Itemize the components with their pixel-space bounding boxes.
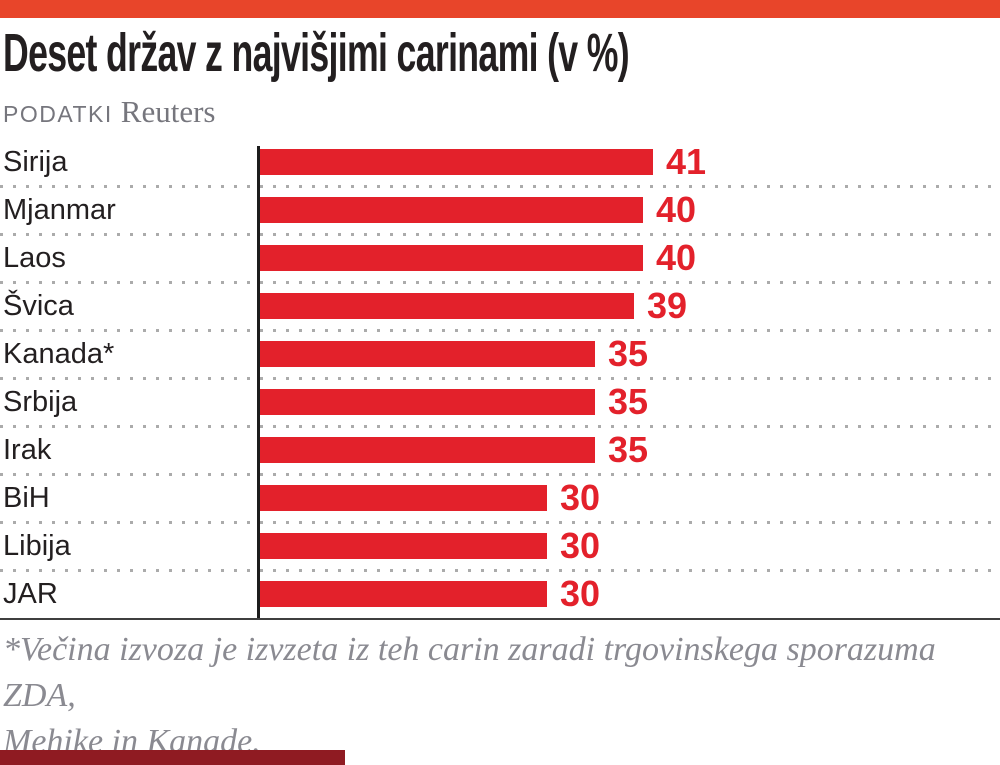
bar: [260, 197, 643, 223]
chart-row: Srbija 35: [0, 378, 1000, 428]
top-accent-bar: [0, 0, 1000, 18]
value-label: 39: [647, 285, 688, 326]
chart-row: JAR 30: [0, 570, 1000, 618]
value-label: 30: [560, 573, 601, 614]
source-name: Reuters: [120, 94, 216, 129]
chart-row: BiH 30: [0, 474, 1000, 524]
bar: [260, 485, 547, 511]
chart-rows: Sirija 41 Mjanmar 40 Laos 40 Švica 39 Kanada* 35 S…: [0, 138, 1000, 618]
bar: [260, 581, 547, 607]
value-label: 41: [666, 141, 707, 182]
value-label: 35: [608, 381, 649, 422]
zero-axis-line: [257, 146, 260, 618]
category-label: Laos: [3, 241, 66, 274]
category-label: Kanada*: [3, 337, 115, 370]
chart-row: Libija 30: [0, 522, 1000, 572]
category-label: Švica: [3, 289, 74, 322]
chart-row: Kanada* 35: [0, 330, 1000, 380]
category-label: Irak: [3, 433, 52, 466]
bar: [260, 341, 595, 367]
source-line: PODATKI Reuters: [3, 94, 215, 130]
category-label: Sirija: [3, 145, 68, 178]
category-label: Mjanmar: [3, 193, 116, 226]
chart-row: Laos 40: [0, 234, 1000, 284]
footnote: *Večina izvoza je izvzeta iz teh carin z…: [3, 627, 997, 765]
value-label: 40: [656, 237, 697, 278]
chart-row: Sirija 41: [0, 138, 1000, 188]
category-label: Libija: [3, 529, 71, 562]
category-label: JAR: [3, 577, 58, 610]
source-label: PODATKI: [3, 101, 113, 127]
bar: [260, 245, 643, 271]
category-label: BiH: [3, 481, 50, 514]
value-label: 30: [560, 477, 601, 518]
bar: [260, 293, 634, 319]
category-label: Srbija: [3, 385, 78, 418]
value-label: 40: [656, 189, 697, 230]
chart-title: Deset držav z najvišjimi carinami (v %): [3, 23, 630, 83]
bar: [260, 533, 547, 559]
bar-chart: Sirija 41 Mjanmar 40 Laos 40 Švica 39 Kanada* 35 S…: [0, 138, 1000, 620]
value-label: 35: [608, 333, 649, 374]
chart-row: Mjanmar 40: [0, 186, 1000, 236]
footnote-line-1: *Večina izvoza je izvzeta iz teh carin z…: [3, 631, 936, 714]
value-label: 35: [608, 429, 649, 470]
bar: [260, 437, 595, 463]
chart-row: Irak 35: [0, 426, 1000, 476]
bar: [260, 149, 653, 175]
chart-row: Švica 39: [0, 282, 1000, 332]
bottom-left-dark-strip: [0, 750, 345, 765]
bar: [260, 389, 595, 415]
value-label: 30: [560, 525, 601, 566]
